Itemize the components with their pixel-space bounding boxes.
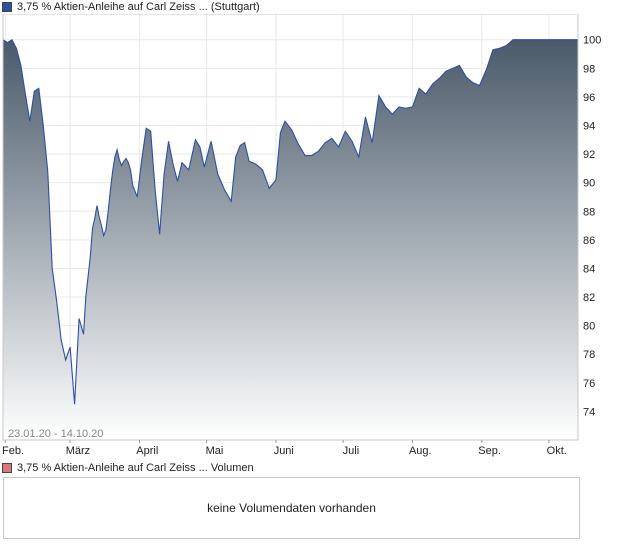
x-tick-label: Mai xyxy=(206,445,224,457)
x-tick-label: Juni xyxy=(274,445,294,457)
date-range-label: 23.01.20 - 14.10.20 xyxy=(8,428,103,440)
x-tick-label: Feb. xyxy=(2,445,24,457)
y-tick-label: 86 xyxy=(583,235,595,247)
x-tick-label: Sep. xyxy=(478,445,501,457)
y-tick-label: 96 xyxy=(583,92,595,104)
price-series-swatch xyxy=(2,2,12,12)
y-tick-label: 76 xyxy=(583,378,595,390)
x-tick-label: Juli xyxy=(343,445,360,457)
volume-legend: 3,75 % Aktien-Anleihe auf Carl Zeiss ...… xyxy=(2,461,254,475)
y-tick-label: 90 xyxy=(583,178,595,190)
plot-frame xyxy=(2,14,579,441)
x-tick-label: Aug. xyxy=(409,445,432,457)
price-area xyxy=(3,39,578,440)
x-tick-label: März xyxy=(66,445,90,457)
price-chart: 74 76 78 80 82 84 86 88 90 92 94 96 98 100 Feb. März Ap… xyxy=(2,14,601,457)
price-legend-label: 3,75 % Aktien-Anleihe auf Carl Zeiss ...… xyxy=(17,1,260,13)
y-axis: 74 76 78 80 82 84 86 88 90 92 94 96 98 100 xyxy=(583,35,601,419)
x-tick-label: April xyxy=(136,445,158,457)
y-tick-label: 80 xyxy=(583,321,595,333)
y-tick-label: 94 xyxy=(583,121,595,133)
y-tick-label: 100 xyxy=(583,35,601,47)
x-axis: Feb. März April Mai Juni Juli Aug. Sep. Okt. xyxy=(2,440,567,457)
y-tick-label: 74 xyxy=(583,406,595,418)
y-tick-label: 92 xyxy=(583,149,595,161)
volume-series-swatch xyxy=(2,463,12,473)
volume-panel: keine Volumendaten vorhanden xyxy=(3,477,580,539)
volume-empty-message: keine Volumendaten vorhanden xyxy=(207,501,376,515)
x-tick-label: Okt. xyxy=(547,445,567,457)
y-tick-label: 98 xyxy=(583,63,595,75)
price-line xyxy=(2,38,578,405)
volume-legend-label: 3,75 % Aktien-Anleihe auf Carl Zeiss ...… xyxy=(17,462,254,474)
y-tick-label: 84 xyxy=(583,263,595,275)
y-tick-label: 82 xyxy=(583,292,595,304)
price-legend: 3,75 % Aktien-Anleihe auf Carl Zeiss ...… xyxy=(2,0,260,14)
y-tick-label: 78 xyxy=(583,349,595,361)
y-tick-label: 88 xyxy=(583,206,595,218)
